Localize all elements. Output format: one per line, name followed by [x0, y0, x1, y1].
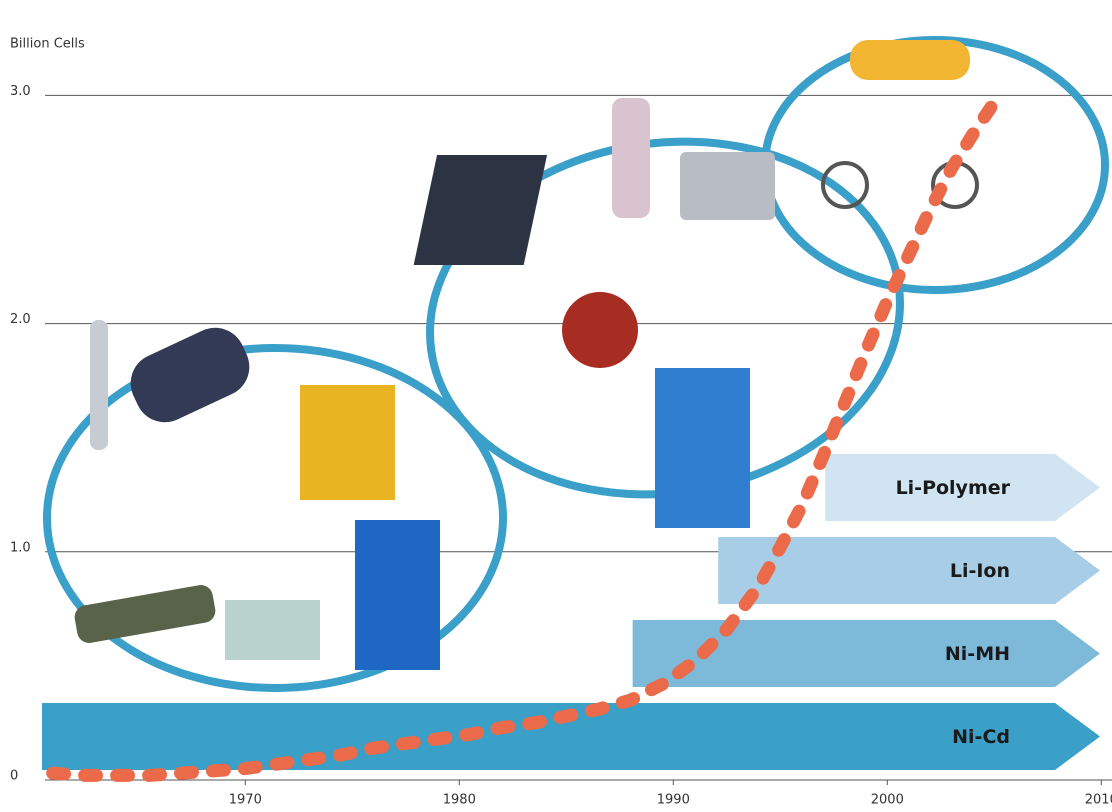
y-tick-label: 0 [10, 769, 18, 784]
y-tick-label: 1.0 [10, 540, 31, 555]
x-tick-label: 1970 [229, 793, 262, 808]
vacuum-icon [130, 327, 250, 423]
group-ring [43, 344, 507, 692]
bands: Ni-Cd Ni-MH Li-Ion Li-Polymer [42, 454, 1100, 770]
battery-pack-icon [655, 368, 750, 528]
tech-band [632, 620, 1100, 687]
band-label: Ni-MH [945, 643, 1010, 665]
band-label: Li-Polymer [896, 477, 1011, 499]
drill-icon [300, 385, 395, 500]
tech-band [42, 703, 1100, 770]
y-tick-label: 3.0 [10, 84, 31, 99]
bike-icon [821, 161, 869, 209]
tech-band [825, 454, 1100, 521]
series-line [46, 95, 1001, 782]
product-groups [43, 36, 1109, 692]
x-tick-label: 1980 [443, 793, 476, 808]
toothbrush-icon [90, 320, 108, 450]
flashlight-icon [74, 585, 216, 643]
band-label: Ni-Cd [952, 726, 1010, 748]
sign-icon [225, 600, 320, 660]
laptop-icon [413, 155, 548, 265]
x-tick-label: 2000 [871, 793, 904, 808]
battery-pack-icon [355, 520, 440, 670]
tech-band [718, 537, 1100, 604]
y-tick-label: 2.0 [10, 312, 31, 327]
band-label: Li-Ion [950, 560, 1010, 582]
speaker-icon [562, 292, 638, 368]
x-tick-label: 1990 [657, 793, 690, 808]
car-icon [850, 40, 970, 80]
y-axis-label: Billion Cells [10, 37, 85, 52]
x-tick-label: 2010 [1085, 793, 1112, 808]
phone-icon [612, 98, 650, 218]
grid: 0 1.0 2.0 3.0 1970 1980 1990 2000 2010 [10, 84, 1112, 808]
camera-icon [680, 152, 775, 220]
series [46, 95, 1001, 782]
